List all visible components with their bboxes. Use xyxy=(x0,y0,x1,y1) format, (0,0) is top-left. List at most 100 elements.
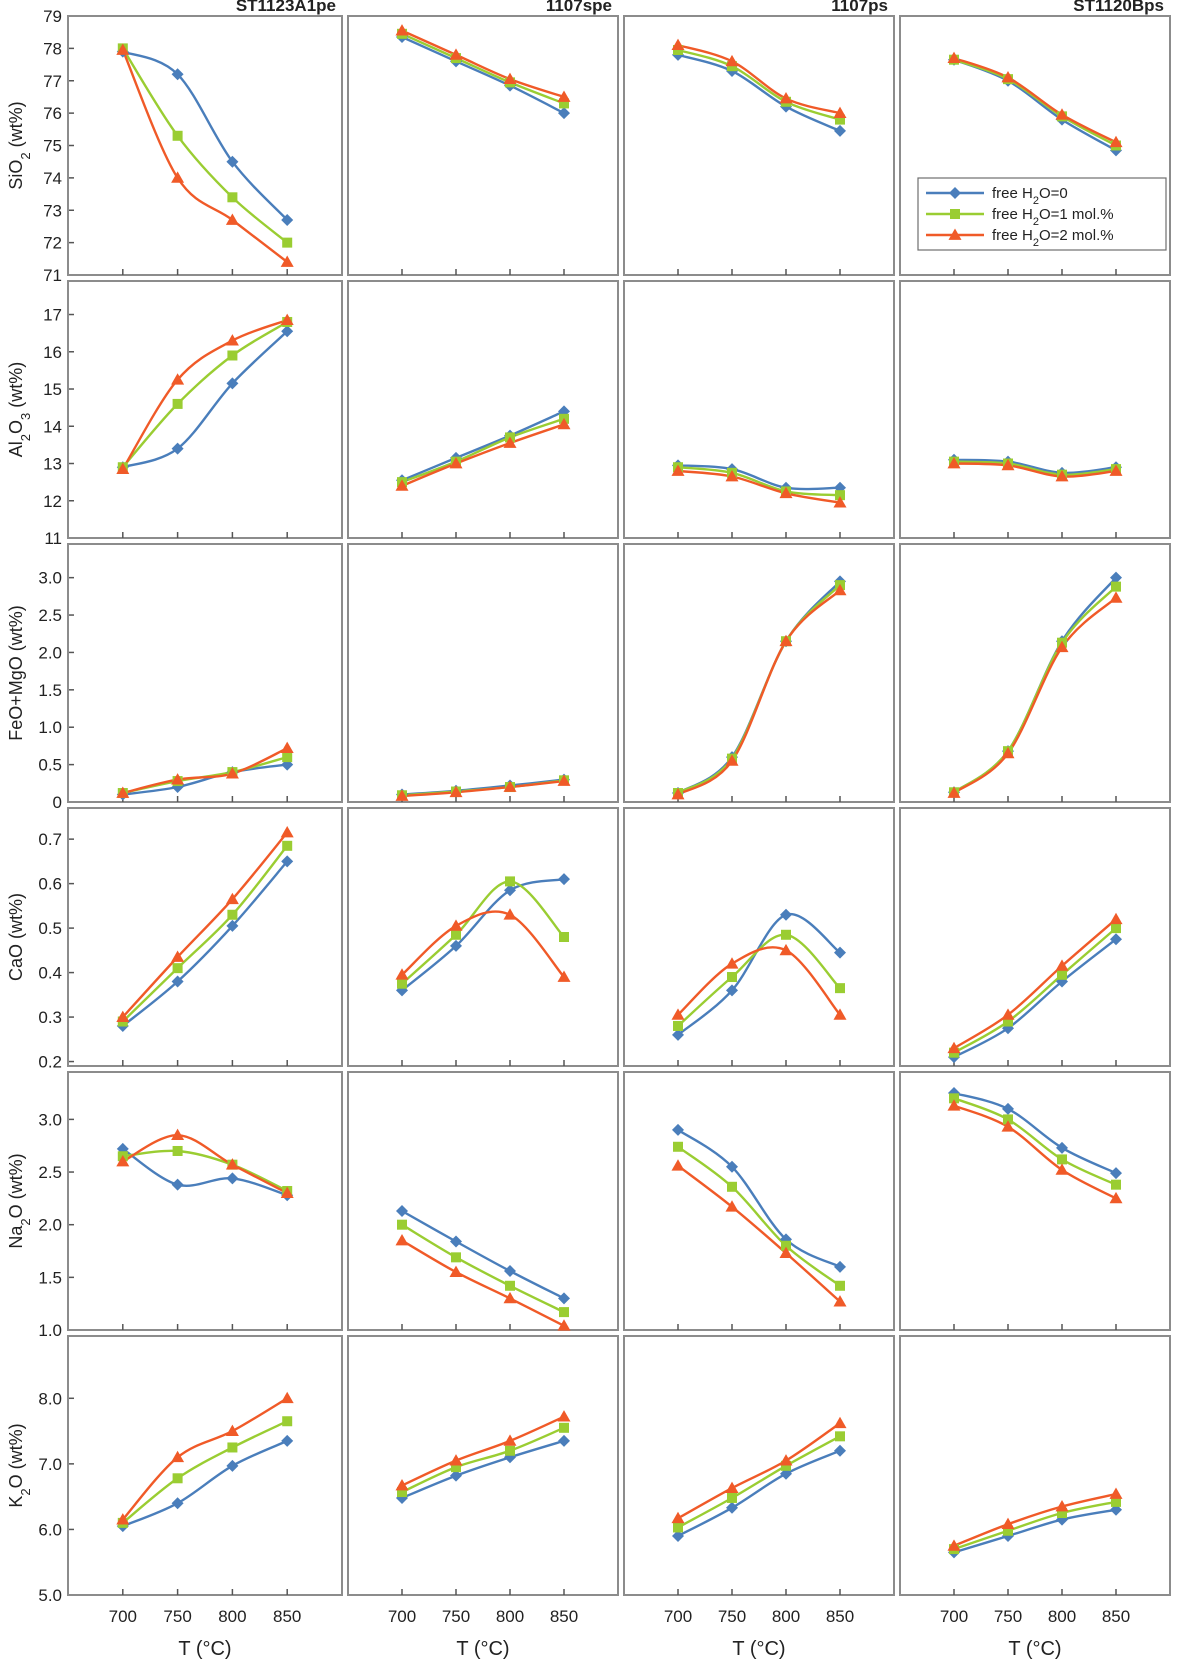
series-line-r4-c3-s1 xyxy=(953,1097,1117,1186)
series-line-r3-c3-s2 xyxy=(953,918,1117,1050)
data-point-r5-c1-s0-850 xyxy=(558,1434,570,1447)
data-point-r3-c2-s0-750 xyxy=(726,984,738,997)
data-point-r3-c2-s2-800 xyxy=(779,943,793,956)
data-point-r2-c3-s2-700 xyxy=(947,786,961,798)
y-label-subscript: 2 xyxy=(18,1488,33,1495)
data-point-r4-c3-s2-700 xyxy=(947,1099,961,1111)
data-point-r2-c2-s2-800 xyxy=(779,634,793,647)
y-axis-label-0: SiO2 (wt%) xyxy=(6,101,33,189)
series-line-r3-c0-s0 xyxy=(122,860,289,1027)
data-point-r0-c1-s2-800 xyxy=(503,72,517,85)
data-point-r4-c2-s1-750 xyxy=(727,1181,737,1192)
data-point-r5-c3-s1-850 xyxy=(1111,1496,1121,1507)
data-point-r3-c0-s2-700 xyxy=(116,1010,130,1022)
series-line-r1-c0-s1 xyxy=(121,320,288,468)
data-point-r3-c0-s0-850 xyxy=(281,855,294,868)
data-point-r3-c0-s0-750 xyxy=(171,975,184,988)
x-tick-label: 850 xyxy=(550,1607,578,1626)
series-line-r5-c1-s2 xyxy=(401,1415,565,1487)
y-label-part: (wt%) xyxy=(6,101,26,152)
data-point-r2-c0-s1-850 xyxy=(282,752,293,763)
series-line-r0-c3-s0 xyxy=(953,58,1117,152)
data-point-r1-c0-s0-750 xyxy=(171,442,184,455)
data-point-r3-c1-s1-850 xyxy=(559,932,569,942)
data-point-r4-c2-s2-700 xyxy=(671,1159,685,1171)
y-tick-label: 16 xyxy=(43,343,62,362)
series-line-r0-c0-s2 xyxy=(121,49,288,263)
data-point-r1-c2-s2-800 xyxy=(779,486,793,499)
legend-label-subscript: 2 xyxy=(1033,216,1039,228)
data-point-r0-c2-s1-850 xyxy=(835,114,845,125)
data-point-r1-c0-s0-850 xyxy=(281,325,294,338)
data-point-r4-c0-s2-700 xyxy=(116,1155,130,1167)
data-point-r4-c3-s1-800 xyxy=(1057,1154,1067,1165)
data-point-r2-c0-s2-850 xyxy=(280,741,294,754)
data-point-r0-c0-s2-850 xyxy=(280,255,294,267)
data-point-r5-c2-s2-850 xyxy=(833,1416,847,1429)
data-point-r4-c3-s1-750 xyxy=(1003,1114,1013,1125)
data-point-r5-c0-s1-800 xyxy=(227,1442,238,1453)
x-tick-label: 800 xyxy=(218,1607,246,1626)
series-line-r5-c1-s1 xyxy=(401,1426,565,1494)
data-point-r3-c3-s2-800 xyxy=(1055,959,1069,971)
data-point-r5-c2-s0-850 xyxy=(834,1444,846,1457)
series-line-r2-c3-s2 xyxy=(953,596,1117,794)
series-line-r5-c3-s0 xyxy=(953,1508,1117,1554)
data-point-r0-c2-s2-750 xyxy=(725,54,739,67)
data-point-r4-c1-s1-750 xyxy=(451,1252,461,1263)
series-line-r1-c3-s1 xyxy=(953,460,1117,476)
data-point-r5-c0-s0-750 xyxy=(171,1497,184,1510)
x-axis-label-1: T (°C) xyxy=(456,1638,509,1660)
data-point-r4-c0-s2-850 xyxy=(280,1186,294,1198)
data-point-r1-c3-s2-750 xyxy=(1001,458,1015,471)
legend-label-suffix: O=1 mol.% xyxy=(1039,206,1114,223)
data-point-r4-c0-s1-750 xyxy=(172,1145,183,1156)
y-axis-label-1: Al2O3 (wt%) xyxy=(6,362,33,458)
data-point-r3-c2-s1-750 xyxy=(727,972,737,983)
y-tick-label: 76 xyxy=(43,104,62,123)
y-tick-label: 6.0 xyxy=(38,1520,62,1539)
data-point-r4-c0-s2-750 xyxy=(171,1128,185,1141)
x-tick-label: 700 xyxy=(109,1607,137,1626)
series-line-r3-c0-s2 xyxy=(121,831,289,1018)
data-point-r5-c3-s2-750 xyxy=(1001,1517,1015,1530)
data-point-r3-c3-s0-850 xyxy=(1110,933,1122,946)
legend-label-suffix: O=0 xyxy=(1039,185,1068,202)
data-point-r4-c2-s2-850 xyxy=(833,1295,847,1307)
data-point-r4-c0-s2-800 xyxy=(225,1158,239,1170)
x-tick-label: 750 xyxy=(994,1607,1022,1626)
series-line-r0-c2-s1 xyxy=(677,48,841,121)
data-point-r5-c2-s1-700 xyxy=(673,1522,683,1533)
data-point-r2-c1-s2-850 xyxy=(557,774,571,786)
y-tick-label: 5.0 xyxy=(38,1586,62,1605)
series-line-r1-c1-s2 xyxy=(401,423,565,488)
panel-frame-r1-c1 xyxy=(347,280,619,539)
data-point-r4-c1-s1-850 xyxy=(559,1307,569,1318)
data-point-r3-c1-s2-700 xyxy=(395,968,409,980)
y-tick-label: 0.5 xyxy=(38,919,62,938)
data-point-r4-c1-s2-750 xyxy=(449,1265,463,1277)
series-line-r2-c2-s0 xyxy=(677,580,841,795)
data-point-r2-c0-s2-750 xyxy=(171,773,185,785)
data-point-r5-c0-s2-750 xyxy=(171,1450,185,1463)
y-tick-label: 8.0 xyxy=(38,1389,62,1408)
y-axis-label-2: FeO+MgO (wt%) xyxy=(6,605,26,741)
panel-frame-r5-c3 xyxy=(899,1335,1171,1596)
data-point-r0-c0-s0-850 xyxy=(281,213,294,226)
data-point-r5-c2-s2-800 xyxy=(779,1454,793,1466)
data-point-r3-c0-s0-800 xyxy=(226,919,239,932)
data-point-r0-c2-s2-800 xyxy=(779,92,793,104)
y-tick-label: 7.0 xyxy=(38,1455,62,1474)
series-line-r3-c0-s1 xyxy=(121,845,289,1023)
panel-frame-r3-c2 xyxy=(623,807,895,1067)
series-line-r0-c2-s0 xyxy=(677,53,841,132)
y-tick-label: 2.5 xyxy=(38,606,62,625)
data-point-r4-c3-s1-850 xyxy=(1111,1179,1121,1190)
data-point-r4-c3-s2-800 xyxy=(1055,1163,1069,1175)
panel-frame-r1-c0 xyxy=(67,280,343,539)
data-point-r0-c0-s1-750 xyxy=(172,130,183,141)
series-line-r3-c3-s1 xyxy=(953,927,1117,1054)
data-point-r2-c0-s2-700 xyxy=(116,786,130,798)
